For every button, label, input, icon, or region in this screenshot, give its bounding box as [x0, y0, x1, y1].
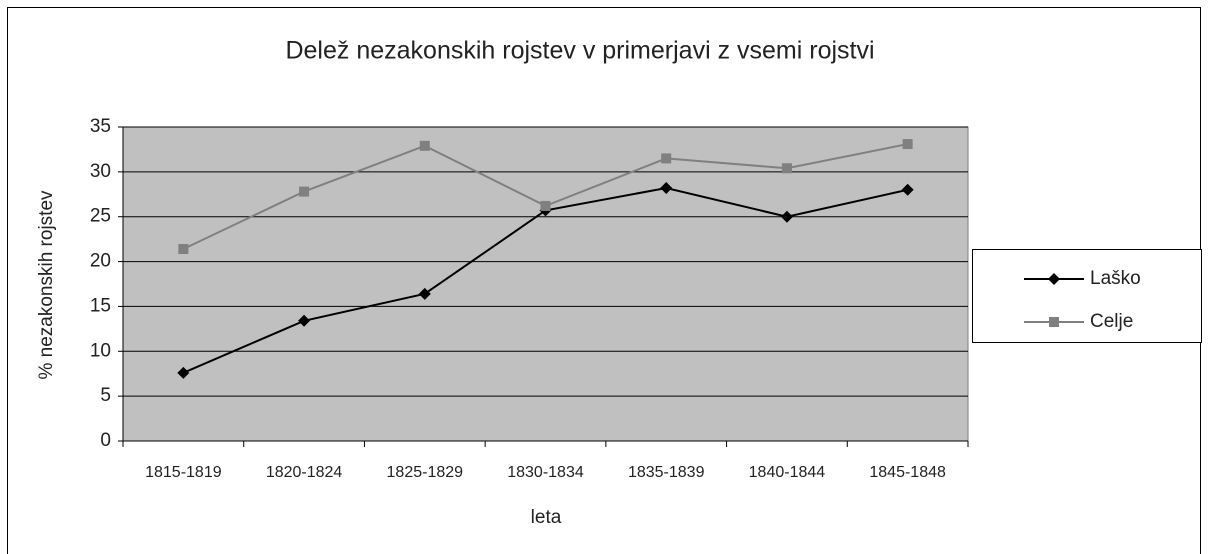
legend-marker [1049, 317, 1059, 327]
legend-label: Celje [1090, 311, 1133, 332]
data-point [418, 287, 431, 300]
data-point [902, 139, 913, 150]
data-point [661, 153, 672, 164]
data-point [299, 186, 310, 197]
legend-marker [1048, 273, 1060, 285]
legend-label: Laško [1090, 268, 1141, 289]
x-tick-label: 1835-1839 [628, 464, 705, 481]
data-point [781, 163, 792, 174]
data-point [178, 244, 189, 255]
data-point [540, 200, 551, 211]
y-tick-label: 30 [90, 161, 111, 182]
data-point [419, 140, 430, 151]
data-point [177, 366, 190, 379]
y-tick-label: 35 [90, 116, 111, 137]
legend [972, 249, 1202, 343]
data-point [780, 210, 793, 223]
data-point [660, 182, 673, 195]
plot-area [122, 126, 969, 442]
x-tick-label: 1825-1829 [387, 464, 464, 481]
y-tick-label: 20 [90, 251, 111, 272]
x-tick-label: 1840-1844 [749, 464, 826, 481]
data-point [901, 183, 914, 196]
x-tick-label: 1815-1819 [145, 464, 222, 481]
x-axis-label: leta [531, 507, 562, 528]
chart-title: Delež nezakonskih rojstev v primerjavi z… [285, 37, 874, 65]
data-point [298, 314, 311, 327]
x-tick-label: 1845-1848 [869, 464, 946, 481]
x-tick-label: 1820-1824 [266, 464, 343, 481]
y-tick-label: 15 [90, 295, 111, 316]
y-tick-label: 25 [90, 206, 111, 227]
x-tick-label: 1830-1834 [507, 464, 584, 481]
y-tick-label: 5 [100, 385, 111, 406]
y-tick-label: 0 [100, 430, 111, 451]
y-axis-label: % nezakonskih rojstev [36, 190, 57, 380]
y-tick-label: 10 [90, 340, 111, 361]
